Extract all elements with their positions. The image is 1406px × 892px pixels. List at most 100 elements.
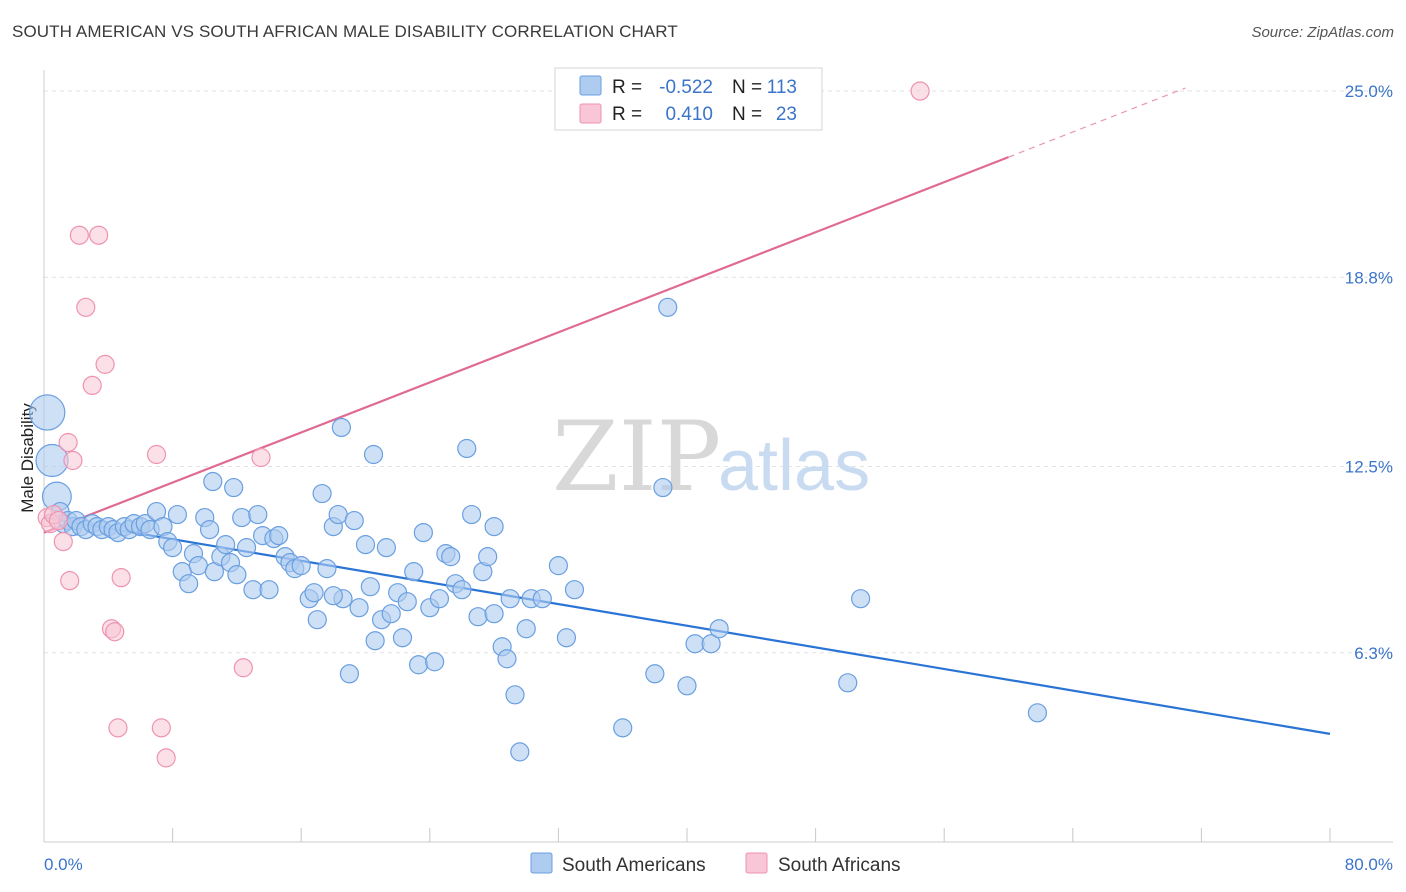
y-tick-label: 6.3% (1354, 644, 1393, 663)
south-africans-point (156, 748, 176, 768)
south-americans-point (613, 718, 633, 738)
south-americans-point (500, 589, 520, 609)
south-americans-point (307, 610, 327, 630)
south-americans-point (188, 556, 208, 576)
south-americans-point (259, 580, 279, 600)
south-americans-point (556, 628, 577, 648)
legend-swatch-pink (579, 103, 602, 124)
legend-r-value-1: -0.522 (659, 77, 713, 98)
south-africans-point (48, 510, 69, 531)
bottom-legend-label-south-africans: South Africans (778, 855, 901, 876)
south-americans-point (227, 565, 247, 585)
south-africans-point (251, 447, 271, 468)
watermark: ZIP atlas (552, 401, 870, 513)
south-americans-point (224, 477, 244, 498)
legend-r-label-2: R = (612, 104, 642, 125)
x-tick-label-min: 0.0% (44, 855, 83, 874)
south-americans-point (269, 526, 289, 546)
south-americans-point (365, 631, 385, 651)
legend-n-value-2: 23 (776, 104, 797, 125)
bottom-legend: South Americans South Africans (530, 852, 901, 876)
south-africans-point (53, 532, 73, 552)
south-americans-point (653, 477, 673, 498)
watermark-zip: ZIP (552, 401, 721, 513)
south-americans-point (216, 535, 236, 555)
south-americans-point (363, 444, 384, 465)
south-americans-point (167, 504, 188, 525)
south-africans-trend-line (43, 156, 1009, 534)
south-americans-point (645, 664, 665, 684)
south-americans-point (291, 556, 311, 576)
south-africans-point (151, 718, 171, 738)
south-americans-point (1027, 703, 1048, 723)
south-americans-point (457, 438, 477, 459)
south-africans-trend-extension (1008, 87, 1186, 158)
south-americans-trend-line (43, 516, 1331, 735)
south-americans-point (331, 417, 351, 438)
south-americans-point (505, 685, 525, 705)
south-americans-point (425, 652, 445, 672)
south-americans-point (328, 504, 348, 525)
south-americans-point (381, 604, 401, 624)
south-americans-point (484, 604, 504, 624)
south-americans-point (658, 297, 678, 317)
chart-source: Source: ZipAtlas.com (1251, 24, 1394, 41)
x-tick-label-max: 80.0% (1345, 855, 1393, 874)
south-africans-point (105, 622, 125, 642)
south-americans-point (397, 592, 417, 612)
south-americans-point (349, 598, 369, 618)
south-americans-point (468, 607, 488, 627)
south-americans-point (677, 676, 697, 696)
bottom-legend-swatch-pink (745, 852, 768, 874)
south-americans-point (248, 504, 268, 525)
south-americans-point (408, 655, 429, 675)
south-americans-point (510, 742, 530, 762)
south-africans-point (60, 571, 80, 591)
south-americans-point (701, 634, 721, 654)
south-africans-point (233, 658, 253, 678)
south-americans-point (232, 507, 252, 528)
south-africans-point (82, 375, 102, 396)
y-axis-title: Male Disability (18, 403, 37, 513)
south-americans-point (312, 483, 332, 504)
south-americans-point (179, 574, 199, 594)
x-tick-labels: 0.0% 80.0% (44, 855, 1393, 874)
data-points (29, 81, 1048, 768)
south-americans-point (851, 589, 871, 609)
south-africans-point (95, 354, 115, 374)
south-americans-point (685, 634, 705, 654)
south-africans-point (63, 450, 83, 471)
south-americans-point (355, 535, 376, 555)
south-americans-point (344, 510, 364, 531)
south-americans-point (709, 619, 729, 639)
y-tick-labels: 6.3% 12.5% 18.8% 25.0% (1345, 82, 1393, 663)
south-africans-point (58, 432, 78, 453)
watermark-atlas: atlas (718, 426, 870, 506)
legend-r-label-1: R = (612, 77, 642, 98)
south-americans-point (339, 664, 360, 684)
south-americans-point (323, 586, 343, 606)
south-americans-point (243, 580, 263, 600)
legend-n-value-1: 113 (767, 77, 797, 98)
south-americans-point (516, 619, 536, 639)
legend-n-label-1: N = (732, 77, 762, 98)
y-tick-label: 12.5% (1345, 458, 1393, 477)
bottom-legend-swatch-blue (530, 852, 553, 874)
south-africans-point (111, 568, 131, 588)
south-americans-point (304, 583, 324, 603)
south-americans-point (478, 547, 498, 567)
south-americans-point (441, 547, 461, 567)
south-americans-point (497, 649, 517, 669)
south-americans-point (838, 673, 858, 693)
south-africans-point (146, 444, 167, 465)
y-tick-label: 25.0% (1345, 82, 1393, 101)
south-americans-point (317, 559, 337, 579)
legend-swatch-blue (579, 75, 602, 96)
south-americans-point (163, 538, 183, 558)
south-americans-point (484, 516, 504, 537)
bottom-legend-label-south-americans: South Americans (562, 855, 706, 876)
legend-box: R = -0.522 N = 113 R = 0.410 N = 23 (554, 67, 823, 131)
legend-n-label-2: N = (732, 104, 762, 125)
south-americans-point (452, 580, 472, 600)
